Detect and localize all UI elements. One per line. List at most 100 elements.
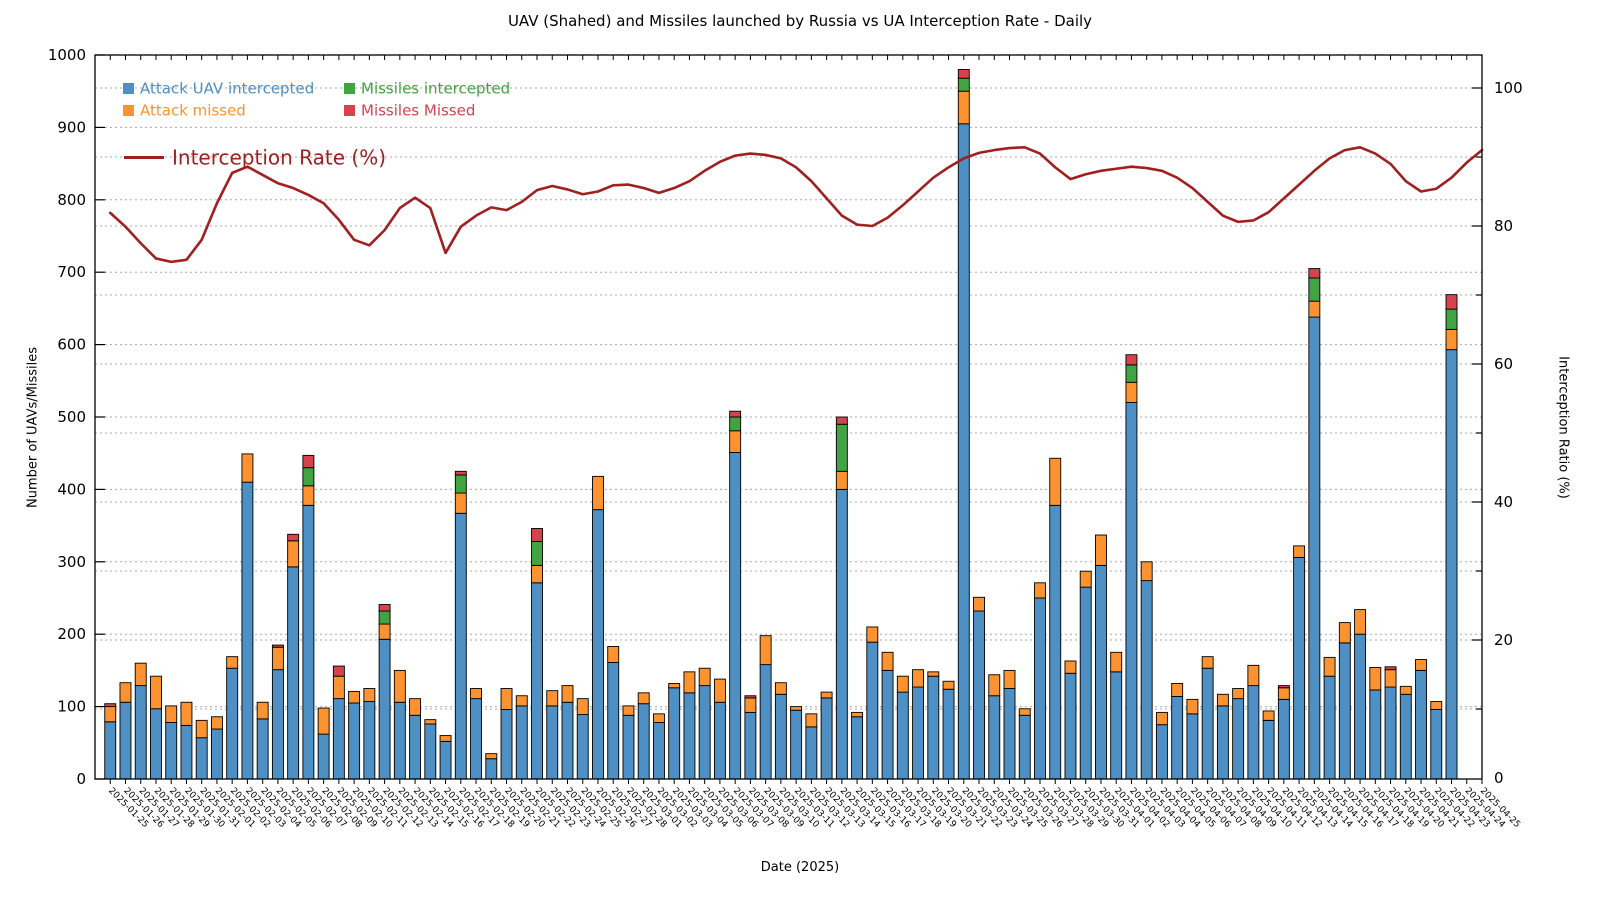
bar-segment xyxy=(668,687,681,780)
bar-segment xyxy=(531,564,543,584)
missiles-intercepted-swatch-icon xyxy=(344,83,355,94)
bar-segment xyxy=(1232,698,1245,780)
bar-segment xyxy=(896,675,909,693)
bar-segment xyxy=(1110,671,1123,780)
bar-segment xyxy=(1140,561,1153,582)
bar-segment xyxy=(1003,688,1016,780)
bar-segment xyxy=(957,90,970,125)
bar-segment xyxy=(485,753,498,760)
bar-segment xyxy=(226,667,239,780)
bar-segment xyxy=(150,675,162,710)
bar-segment xyxy=(271,646,284,671)
bar-segment xyxy=(378,604,391,612)
bar-segment xyxy=(1277,685,1290,689)
bar-segment xyxy=(485,758,498,780)
bar-segment xyxy=(378,610,391,625)
bar-segment xyxy=(439,735,452,742)
svg-text:100: 100 xyxy=(1494,79,1523,97)
bar-segment xyxy=(1293,545,1306,558)
bar-segment xyxy=(1384,686,1397,780)
bar-segment xyxy=(1308,277,1321,302)
bar-segment xyxy=(1155,711,1168,726)
bar-segment xyxy=(439,740,452,780)
bar-segment xyxy=(637,692,650,705)
legend-label-missiles-missed: Missiles Missed xyxy=(361,101,476,120)
legend-label-missiles-intercepted: Missiles intercepted xyxy=(361,79,511,98)
bar-segment xyxy=(1079,570,1092,588)
bar-segment xyxy=(1064,660,1077,674)
gridlines xyxy=(95,54,1482,710)
bar-segment xyxy=(820,691,833,699)
bar-segment xyxy=(256,718,269,780)
bar-segment xyxy=(866,641,879,780)
bar-segment xyxy=(150,708,162,780)
bar-segment xyxy=(744,711,757,780)
bar-segment xyxy=(774,693,787,780)
bar-segment xyxy=(1201,656,1214,669)
bar-segment xyxy=(1445,349,1458,780)
bar-segment xyxy=(820,697,833,780)
bar-segment xyxy=(1186,713,1199,780)
bar-segment xyxy=(652,722,665,780)
bar-segment xyxy=(271,669,284,780)
bar-segment xyxy=(546,705,559,780)
bar-segment xyxy=(363,701,376,780)
bar-segment xyxy=(759,664,772,780)
bar-segment xyxy=(1430,701,1443,710)
bar-segment xyxy=(409,714,422,780)
bar-segment xyxy=(927,675,940,780)
bar-segment xyxy=(241,453,254,483)
svg-text:80: 80 xyxy=(1494,217,1513,235)
bar-segment xyxy=(973,610,985,780)
bar-segment xyxy=(134,685,147,780)
bar-segment xyxy=(271,644,284,648)
bar-segment xyxy=(805,713,818,728)
bar-segment xyxy=(1430,709,1443,780)
bar-segment xyxy=(973,596,985,612)
bar-segment xyxy=(1171,682,1184,697)
svg-text:400: 400 xyxy=(57,480,86,498)
x-tick-labels: 2025-01-252025-01-262025-01-272025-01-28… xyxy=(106,786,1522,830)
svg-text:0: 0 xyxy=(76,770,86,788)
bar-segment xyxy=(759,635,772,666)
missiles-missed-swatch-icon xyxy=(344,105,355,116)
bar-segment xyxy=(637,703,650,780)
bar-segment xyxy=(1338,622,1351,644)
bar-segment xyxy=(698,667,711,687)
svg-text:500: 500 xyxy=(57,408,86,426)
bar-segment xyxy=(256,701,269,720)
bar-segment xyxy=(1262,719,1275,780)
svg-text:800: 800 xyxy=(57,191,86,209)
svg-text:100: 100 xyxy=(57,698,86,716)
bar-segment xyxy=(729,430,742,453)
svg-text:1000: 1000 xyxy=(48,46,86,64)
bar-segment xyxy=(835,423,848,472)
bar-segment xyxy=(561,685,574,703)
bar-segment xyxy=(912,686,925,780)
bar-segment xyxy=(531,528,543,542)
bar-segment xyxy=(104,706,117,723)
bar-segment xyxy=(912,669,925,688)
bar-segment xyxy=(424,723,437,780)
bar-segment xyxy=(988,674,1001,697)
bar-segment xyxy=(576,698,589,716)
bar-segment xyxy=(317,707,330,735)
bar-segment xyxy=(1384,666,1397,671)
axis-ticks xyxy=(95,54,1483,784)
bar-segment xyxy=(317,733,330,780)
rate-line xyxy=(108,146,1484,264)
bar-segment xyxy=(1399,685,1412,695)
svg-text:0: 0 xyxy=(1494,769,1504,787)
y-axis-label-right: Interception Ratio (%) xyxy=(1555,356,1571,499)
bar-segment xyxy=(210,716,223,730)
bar-segment xyxy=(302,504,315,780)
bar-segment xyxy=(592,509,604,780)
y-axis-label-left: Number of UAVs/Missiles xyxy=(25,347,41,509)
bar-segment xyxy=(1277,687,1290,700)
bar-segment xyxy=(1034,597,1046,780)
bar-segment xyxy=(988,695,1001,780)
bar-segment xyxy=(835,416,848,425)
bar-segment xyxy=(546,690,559,707)
bar-segment xyxy=(1308,300,1321,318)
